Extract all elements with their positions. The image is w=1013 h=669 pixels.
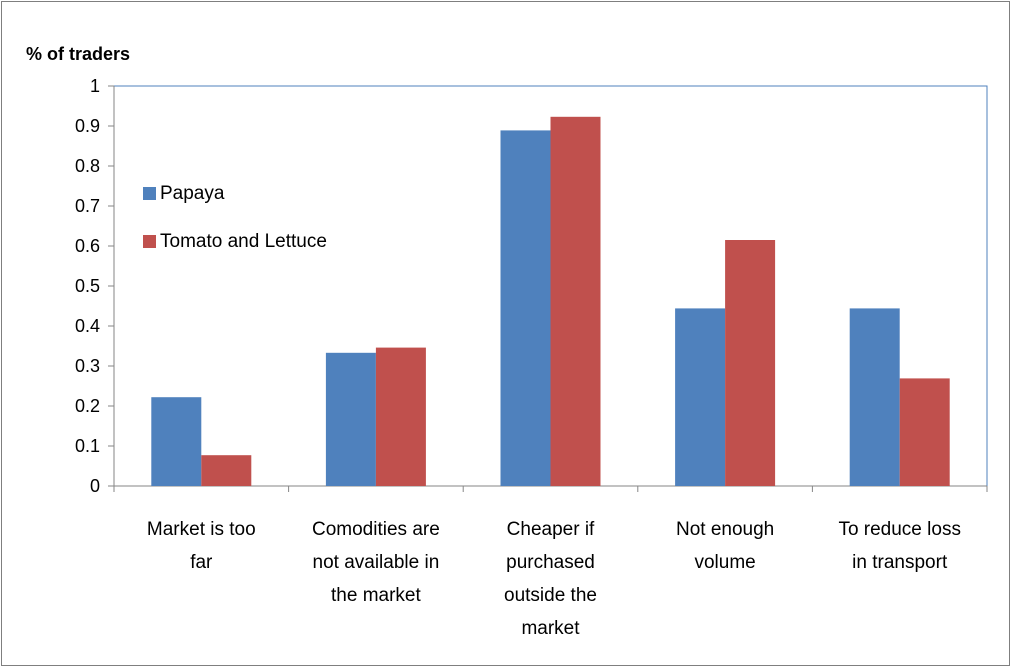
bar-tomato-and-lettuce: [725, 240, 776, 486]
y-tick-label: 0.2: [75, 396, 100, 416]
x-category-label: not available in: [313, 552, 440, 573]
y-tick-label: 0.3: [75, 356, 100, 376]
x-category-label: Cheaper if: [507, 519, 595, 540]
x-category-label: Not enough: [676, 519, 774, 540]
bar-papaya: [500, 130, 551, 486]
legend-swatch: [143, 235, 156, 248]
bar-tomato-and-lettuce: [375, 347, 426, 486]
bar-tomato-and-lettuce: [201, 455, 252, 486]
y-tick-label: 0.9: [75, 116, 100, 136]
legend-label: Tomato and Lettuce: [160, 231, 327, 252]
y-tick-label: 0.8: [75, 156, 100, 176]
y-axis-label: % of traders: [26, 44, 131, 64]
x-category-label: volume: [694, 552, 755, 573]
bar-tomato-and-lettuce: [550, 116, 601, 487]
x-category-label: market: [521, 618, 580, 639]
y-tick-label: 0.5: [75, 276, 100, 296]
x-category-label: the market: [331, 585, 421, 606]
y-tick-label: 0.4: [75, 316, 100, 336]
x-category-label: outside the: [504, 585, 597, 606]
y-tick-label: 0.7: [75, 196, 100, 216]
y-tick-label: 1: [90, 76, 100, 96]
legend-label: Papaya: [160, 183, 225, 204]
y-tick-label: 0.6: [75, 236, 100, 256]
bar-papaya: [675, 308, 726, 486]
bar-papaya: [151, 397, 202, 486]
bar-papaya: [325, 352, 376, 486]
x-category-label: To reduce loss: [838, 519, 961, 540]
x-category-label: far: [190, 552, 213, 573]
bar-papaya: [849, 308, 900, 486]
x-category-label: Market is too: [147, 519, 256, 540]
y-tick-label: 0: [90, 476, 100, 496]
y-tick-label: 0.1: [75, 436, 100, 456]
bar-tomato-and-lettuce: [899, 378, 950, 486]
x-category-label: in transport: [852, 552, 948, 573]
x-category-label: Comodities are: [312, 519, 440, 540]
legend-swatch: [143, 187, 156, 200]
x-category-label: purchased: [506, 552, 595, 573]
